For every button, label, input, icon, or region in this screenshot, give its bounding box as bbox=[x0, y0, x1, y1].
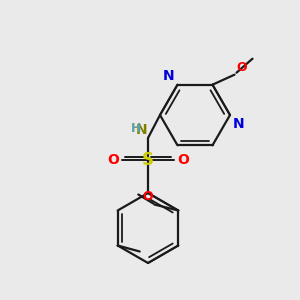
Text: H: H bbox=[131, 122, 141, 135]
Text: N: N bbox=[135, 123, 147, 137]
Text: S: S bbox=[142, 151, 154, 169]
Text: O: O bbox=[143, 190, 153, 203]
Text: N: N bbox=[233, 117, 244, 131]
Text: O: O bbox=[107, 153, 119, 167]
Text: N: N bbox=[163, 69, 175, 83]
Text: O: O bbox=[236, 61, 247, 74]
Text: O: O bbox=[177, 153, 189, 167]
